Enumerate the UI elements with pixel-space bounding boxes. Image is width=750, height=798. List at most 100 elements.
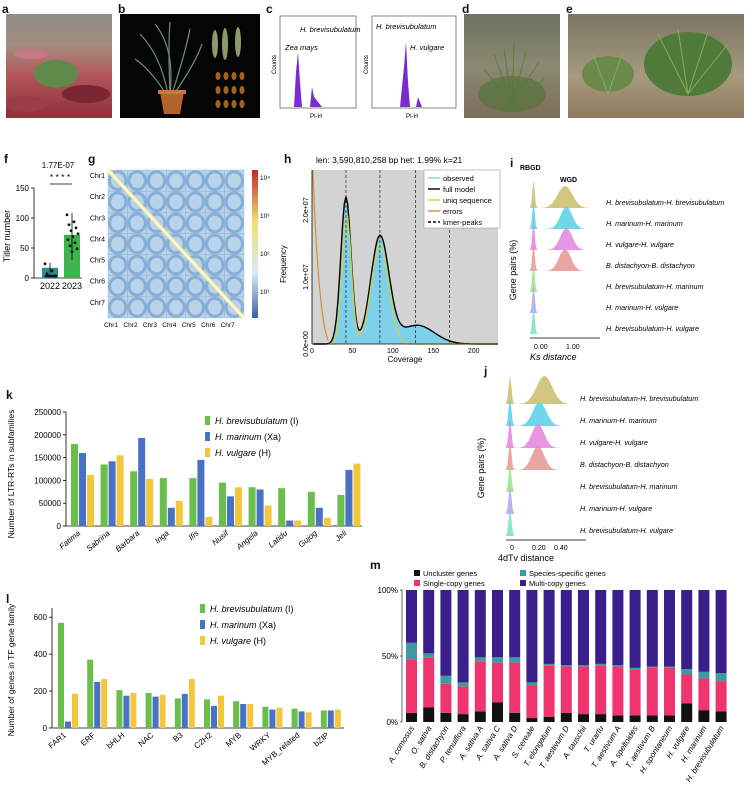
- l-bar-C2H2-2: [218, 695, 224, 728]
- l-xtick-label: MYB: [224, 731, 243, 749]
- l-bar-FAR1-1: [65, 721, 71, 728]
- m-bar-8-1: [543, 665, 555, 717]
- f-stars: * * * *: [50, 172, 71, 182]
- tiller-bar-chart: 0 50 100 150 Tiller number 2022 2023 * * * * 1.7…: [2, 161, 82, 291]
- g-block-pattern: [146, 254, 167, 276]
- f-dot: [71, 235, 75, 239]
- m-bar-15-2: [664, 666, 675, 668]
- f-ytick-label: 100: [16, 214, 30, 223]
- g-block-pattern: [108, 254, 128, 276]
- l-xtick-label: NAC: [137, 730, 156, 748]
- m-bar-13-3: [629, 590, 641, 668]
- hic-heatmap: Chr1 Chr2 Chr3 Chr4 Chr5 Chr6 Chr7 Chr1 Chr2 Chr3…: [90, 168, 270, 329]
- h-header: len: 3,590,810,258 bp het: 1.99% k=21: [316, 155, 463, 165]
- k-legend-swatch: [205, 432, 210, 441]
- i-ylabel: Gene pairs (%): [508, 240, 518, 301]
- k-xtick-label: Gujog: [297, 528, 320, 549]
- m-bar-4-2: [474, 657, 486, 662]
- g-block-pattern: [185, 170, 206, 191]
- i-row-label: H. vulgare-H. vulgare: [606, 240, 674, 249]
- k-bar-Angela-0: [248, 487, 256, 526]
- flow-histogram-left: [279, 15, 357, 109]
- m-bar-17-0: [698, 710, 710, 722]
- g-block-pattern: [205, 275, 225, 297]
- f-dot: [49, 274, 53, 278]
- l-bar-MYB-1: [240, 704, 247, 728]
- m-bar-11-0: [595, 714, 607, 722]
- m-bar-9-0: [560, 712, 572, 722]
- m-bar-13-1: [629, 669, 641, 716]
- m-bar-1-1: [423, 657, 435, 708]
- f-ytick-label: 0: [25, 274, 30, 283]
- m-bar-5-0: [492, 702, 503, 722]
- h-ytick-label: 2.0e+07: [303, 197, 310, 223]
- g-block-pattern: [108, 212, 128, 234]
- m-bar-14-0: [646, 715, 658, 722]
- flow-left-xlabel: PI-H: [310, 114, 322, 120]
- l-legend-swatch: [200, 604, 205, 613]
- g-col-label: Chr4: [162, 322, 176, 329]
- m-bar-9-3: [560, 590, 572, 666]
- h-legend-label: kmer-peaks: [443, 218, 482, 227]
- f-dot: [43, 262, 47, 266]
- j-row-label: H. brevisubulatum-H. brevisubulatum: [580, 394, 698, 403]
- i-xtick-label: 0.00: [534, 344, 548, 351]
- m-bar-4-1: [474, 661, 486, 712]
- g-colorbar-label: 10⁴: [260, 175, 270, 182]
- g-block-pattern: [166, 191, 186, 213]
- g-block-pattern: [108, 170, 128, 191]
- g-row-label: Chr2: [90, 194, 105, 201]
- l-bar-MYB_related-1: [298, 711, 305, 728]
- k-ytick-label: 0: [57, 522, 62, 531]
- f-dot: [45, 272, 49, 276]
- i-row-label: H. marinum-H. vulgare: [606, 303, 678, 312]
- h-ytick-label: 1.0e+07: [303, 264, 310, 290]
- g-block-pattern: [224, 297, 244, 318]
- m-bar-7-1: [526, 685, 538, 719]
- panel-label-b: b: [118, 2, 126, 16]
- m-bar-10-3: [578, 590, 589, 666]
- m-legend-swatch: [520, 570, 526, 576]
- l-bar-C2H2-0: [204, 699, 210, 728]
- g-colorbar: [252, 170, 258, 318]
- i-ridge: [530, 180, 600, 208]
- i-row-label: H. marinum-H. marinum: [606, 219, 683, 228]
- i-ridge: [530, 222, 600, 250]
- m-legend-label: Species-specific genes: [529, 569, 606, 578]
- panel-label-l: l: [6, 592, 10, 606]
- m-ytick-label: 100%: [378, 586, 398, 595]
- l-ytick-label: 400: [34, 650, 48, 659]
- f-xtick-label: 2023: [62, 281, 82, 291]
- f-dot: [44, 274, 48, 278]
- m-bar-11-1: [595, 665, 607, 715]
- g-block-pattern: [108, 275, 128, 297]
- m-bar-0-0: [406, 712, 417, 722]
- l-ylabel: Number of genes in TF gene family: [6, 603, 16, 736]
- g-block-pattern: [205, 297, 225, 318]
- m-bar-11-3: [595, 590, 607, 664]
- g-block-pattern: [185, 275, 206, 297]
- l-legend-label: H. vulgare (H): [210, 636, 266, 646]
- m-bar-13-2: [629, 667, 641, 670]
- g-block-pattern: [108, 297, 128, 318]
- f-bar-2022: [42, 267, 58, 278]
- flow-cytometry-panel: H. brevisubulatum Zea mays Counts PI-H H…: [272, 15, 457, 120]
- g-block-pattern: [127, 233, 147, 255]
- j-ridge: [506, 397, 586, 426]
- m-bar-1-0: [423, 707, 435, 722]
- g-block-pattern: [146, 212, 167, 234]
- k-bar-Nusif-1: [227, 496, 234, 526]
- m-bar-3-0: [457, 714, 469, 722]
- m-bar-0-2: [406, 642, 417, 660]
- l-bar-bHLH-1: [123, 695, 130, 728]
- g-block-pattern: [166, 297, 186, 318]
- l-xtick-label: bHLH: [105, 730, 127, 750]
- j-ridge: [506, 485, 586, 514]
- g-col-label: Chr1: [104, 322, 118, 329]
- m-bar-16-1: [681, 674, 693, 704]
- l-bar-ERF-1: [94, 681, 101, 728]
- f-ytick-label: 50: [20, 244, 29, 253]
- i-ann-rbgd: RBGD: [520, 165, 541, 172]
- g-block-pattern: [166, 275, 186, 297]
- l-bar-NAC-1: [152, 696, 159, 728]
